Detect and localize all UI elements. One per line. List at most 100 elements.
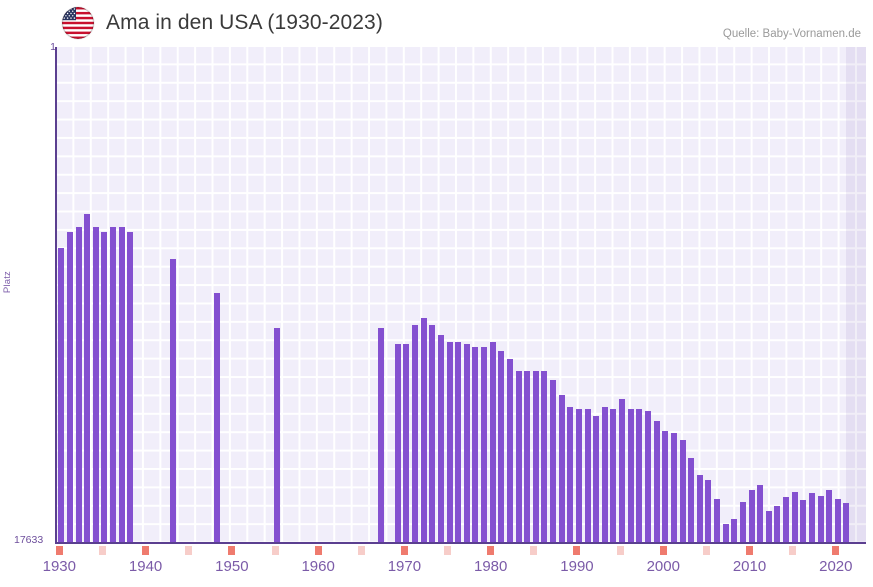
x-axis-label: 2000 <box>646 558 680 575</box>
bar <box>679 439 686 542</box>
bar <box>213 293 220 542</box>
bar <box>575 408 582 542</box>
x-tick-major <box>228 546 236 555</box>
bar <box>567 407 574 542</box>
x-axis-label: 1980 <box>474 558 508 575</box>
bar <box>394 343 401 542</box>
bar <box>826 490 833 542</box>
bar <box>817 495 824 542</box>
bar <box>472 346 479 542</box>
y-axis-title: Platz <box>2 271 13 294</box>
bar <box>619 398 626 542</box>
bar <box>627 408 634 542</box>
x-axis-labels: 1930 1940 1950 1960 1970 1980 1990 2000 2010 2020 <box>43 558 866 584</box>
x-tick-major <box>832 546 840 555</box>
x-axis-label: 2010 <box>732 558 767 575</box>
bar <box>412 325 419 542</box>
x-axis-label: 2020 <box>819 558 853 575</box>
bar <box>515 370 522 542</box>
bar <box>791 491 798 542</box>
x-tick-minor <box>185 546 193 555</box>
x-tick-minor <box>530 546 538 555</box>
bar <box>550 380 557 542</box>
bar <box>774 505 781 542</box>
x-tick-minor <box>702 546 710 555</box>
bar <box>601 407 608 542</box>
bar <box>800 500 807 542</box>
bar <box>739 501 746 542</box>
bar <box>670 432 677 542</box>
x-tick-major <box>400 546 408 555</box>
x-tick-minor <box>616 546 624 555</box>
bar <box>765 511 772 542</box>
bar <box>58 247 65 542</box>
x-axis-label: 1960 <box>301 558 335 575</box>
plot-area <box>55 47 866 544</box>
bar <box>808 493 815 542</box>
chart-header: Ama in den USA (1930-2023) Quelle: Baby-… <box>0 0 873 47</box>
x-tick-major <box>487 546 495 555</box>
source-label: Quelle: Baby-Vornamen.de <box>722 28 861 40</box>
bar <box>455 342 462 542</box>
bar <box>377 328 384 542</box>
x-tick-minor <box>98 546 106 555</box>
x-axis-label: 1970 <box>387 558 422 575</box>
title-group: Ama in den USA (1930-2023) <box>62 7 383 39</box>
x-tick-major <box>314 546 322 555</box>
bar-series <box>57 47 866 542</box>
bar <box>714 498 721 542</box>
bar <box>636 408 643 542</box>
bar <box>481 346 488 542</box>
bar <box>541 370 548 542</box>
bar <box>127 232 134 542</box>
bar <box>757 484 764 542</box>
x-tick-minor <box>357 546 365 555</box>
x-axis-label: 1930 <box>42 558 76 575</box>
bar <box>463 343 470 542</box>
bar <box>66 232 73 542</box>
bar <box>524 370 531 542</box>
bar <box>731 518 738 542</box>
us-flag-circle-icon <box>62 7 94 39</box>
page-title: Ama in den USA (1930-2023) <box>106 11 383 34</box>
bar <box>644 411 651 542</box>
bar <box>843 503 850 542</box>
bar <box>593 415 600 542</box>
bar <box>110 226 117 542</box>
bar <box>489 342 496 542</box>
bar <box>170 259 177 542</box>
bar <box>498 350 505 542</box>
bar <box>705 480 712 542</box>
x-tick-minor <box>789 546 797 555</box>
bar <box>506 359 513 542</box>
bar <box>403 343 410 542</box>
bar <box>558 394 565 542</box>
bar <box>274 328 280 542</box>
bar <box>92 226 99 542</box>
bar <box>532 370 539 542</box>
y-axis-tick-bottom: 17633 <box>14 534 44 546</box>
x-tick-minor <box>444 546 452 555</box>
x-tick-major <box>55 546 63 555</box>
x-tick-major <box>659 546 667 555</box>
bar <box>584 408 591 542</box>
x-tick-minor <box>271 546 279 555</box>
bar <box>118 226 125 542</box>
bar <box>783 497 790 542</box>
bar <box>429 325 436 542</box>
bar <box>610 408 617 542</box>
x-tick-major <box>746 546 754 555</box>
bar <box>834 498 841 542</box>
x-tick-major <box>573 546 581 555</box>
bar <box>722 524 729 542</box>
bar <box>696 474 703 542</box>
x-tick-major <box>142 546 150 555</box>
bar <box>101 232 108 542</box>
bar <box>84 214 91 542</box>
x-axis-label: 1990 <box>560 558 594 575</box>
bar <box>748 490 755 542</box>
bar <box>653 421 660 542</box>
bar <box>420 318 427 542</box>
bar <box>662 431 669 542</box>
x-axis-ticks <box>55 546 866 558</box>
